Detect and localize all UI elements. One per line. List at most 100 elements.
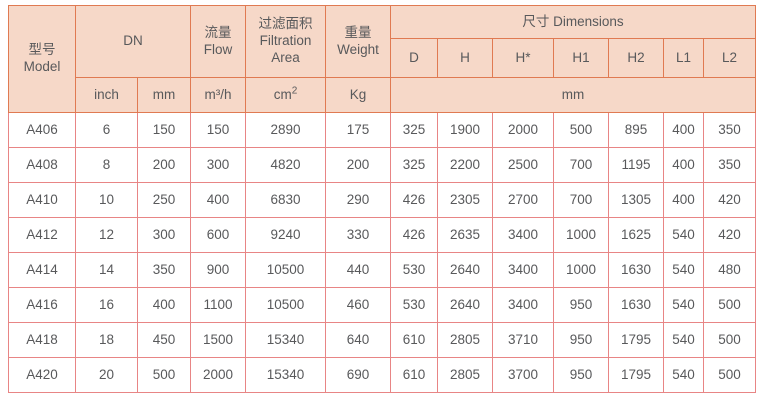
cell-l1: 540 xyxy=(663,357,704,393)
cell-l2: 420 xyxy=(702,182,757,218)
cell-l2: 350 xyxy=(702,147,757,183)
table-row: A418 18 450 1500 15340 640 610 2805 3710… xyxy=(8,322,757,358)
cell-flow: 400 xyxy=(190,182,246,218)
header-model: 型号 Model xyxy=(8,5,76,113)
cell-inch: 20 xyxy=(75,357,138,393)
cell-model: A408 xyxy=(8,147,76,183)
cell-h1: 700 xyxy=(553,182,609,218)
cell-area: 6830 xyxy=(245,182,326,218)
cell-flow: 1100 xyxy=(190,287,246,323)
cell-l1: 540 xyxy=(663,217,704,253)
header-filtration-area-en: Filtration Area xyxy=(259,33,312,65)
cell-l2: 350 xyxy=(702,112,757,148)
header-dim-h2: H2 xyxy=(608,38,664,78)
cell-l2: 480 xyxy=(702,252,757,288)
cell-d: 610 xyxy=(390,357,438,393)
cell-hstar: 2500 xyxy=(492,147,554,183)
header-model-en: Model xyxy=(23,59,61,74)
cell-l2: 500 xyxy=(702,357,757,393)
cell-model: A410 xyxy=(8,182,76,218)
cell-model: A412 xyxy=(8,217,76,253)
cell-hstar: 3400 xyxy=(492,252,554,288)
cell-mm: 350 xyxy=(137,252,191,288)
cell-weight: 200 xyxy=(325,147,391,183)
table-row: A412 12 300 600 9240 330 426 2635 3400 1… xyxy=(8,217,757,253)
unit-area-base: cm xyxy=(273,86,292,102)
cell-hstar: 3710 xyxy=(492,322,554,358)
cell-inch: 18 xyxy=(75,322,138,358)
header-dim-l2: L2 xyxy=(702,38,757,78)
cell-h1: 1000 xyxy=(553,217,609,253)
cell-h: 2640 xyxy=(437,287,493,323)
cell-area: 9240 xyxy=(245,217,326,253)
cell-flow: 150 xyxy=(190,112,246,148)
cell-model: A406 xyxy=(8,112,76,148)
cell-model: A420 xyxy=(8,357,76,393)
cell-hstar: 2700 xyxy=(492,182,554,218)
header-flow: 流量 Flow xyxy=(190,5,246,78)
cell-area: 10500 xyxy=(245,287,326,323)
header-filtration-area: 过滤面积 Filtration Area xyxy=(245,5,326,78)
cell-model: A416 xyxy=(8,287,76,323)
cell-inch: 10 xyxy=(75,182,138,218)
cell-h1: 500 xyxy=(553,112,609,148)
table-row: A416 16 400 1100 10500 460 530 2640 3400… xyxy=(8,287,757,323)
cell-inch: 6 xyxy=(75,112,138,148)
header-dimensions-en: Dimensions xyxy=(553,13,624,29)
cell-hstar: 3400 xyxy=(492,287,554,323)
cell-hstar: 2000 xyxy=(492,112,554,148)
cell-d: 426 xyxy=(390,217,438,253)
cell-inch: 14 xyxy=(75,252,138,288)
cell-h: 2305 xyxy=(437,182,493,218)
table-row: A420 20 500 2000 15340 690 610 2805 3700… xyxy=(8,357,757,393)
cell-l2: 420 xyxy=(702,217,757,253)
cell-h1: 1000 xyxy=(553,252,609,288)
cell-flow: 1500 xyxy=(190,322,246,358)
cell-l2: 500 xyxy=(702,322,757,358)
cell-flow: 600 xyxy=(190,217,246,253)
header-weight-zh: 重量 xyxy=(344,24,372,40)
cell-area: 15340 xyxy=(245,322,326,358)
cell-weight: 440 xyxy=(325,252,391,288)
cell-weight: 175 xyxy=(325,112,391,148)
spec-table-body: A406 6 150 150 2890 175 325 1900 2000 50… xyxy=(8,112,757,393)
cell-mm: 450 xyxy=(137,322,191,358)
cell-h2: 1305 xyxy=(608,182,664,218)
cell-hstar: 3700 xyxy=(492,357,554,393)
header-dimensions: 尺寸 Dimensions xyxy=(389,5,757,39)
cell-h2: 1625 xyxy=(608,217,664,253)
cell-d: 530 xyxy=(390,252,438,288)
header-dim-d: D xyxy=(390,38,438,78)
header-dimensions-zh: 尺寸 xyxy=(522,13,554,29)
cell-h1: 950 xyxy=(553,287,609,323)
cell-l2: 500 xyxy=(702,287,757,323)
header-dim-h1: H1 xyxy=(553,38,609,78)
cell-flow: 300 xyxy=(190,147,246,183)
cell-h: 2635 xyxy=(437,217,493,253)
header-filtration-area-zh: 过滤面积 xyxy=(258,16,313,32)
cell-weight: 640 xyxy=(325,322,391,358)
cell-d: 610 xyxy=(390,322,438,358)
header-weight-en: Weight xyxy=(337,41,379,57)
table-row: A408 8 200 300 4820 200 325 2200 2500 70… xyxy=(8,147,757,183)
cell-h2: 895 xyxy=(608,112,664,148)
table-row: A414 14 350 900 10500 440 530 2640 3400 … xyxy=(8,252,757,288)
spec-table: 型号 Model DN 流量 Flow 过滤面积 Filtration Area… xyxy=(8,5,757,393)
cell-d: 530 xyxy=(390,287,438,323)
cell-area: 10500 xyxy=(245,252,326,288)
header-flow-zh: 流量 xyxy=(204,24,232,40)
cell-flow: 900 xyxy=(190,252,246,288)
header-dim-h: H xyxy=(437,38,493,78)
cell-d: 426 xyxy=(390,182,438,218)
cell-d: 325 xyxy=(390,112,438,148)
cell-d: 325 xyxy=(390,147,438,183)
cell-h: 2805 xyxy=(437,322,493,358)
cell-mm: 300 xyxy=(137,217,191,253)
unit-mm: mm xyxy=(137,77,191,113)
cell-h2: 1630 xyxy=(608,252,664,288)
cell-model: A414 xyxy=(8,252,76,288)
table-row: A410 10 250 400 6830 290 426 2305 2700 7… xyxy=(8,182,757,218)
cell-l1: 400 xyxy=(663,147,704,183)
cell-h: 2805 xyxy=(437,357,493,393)
